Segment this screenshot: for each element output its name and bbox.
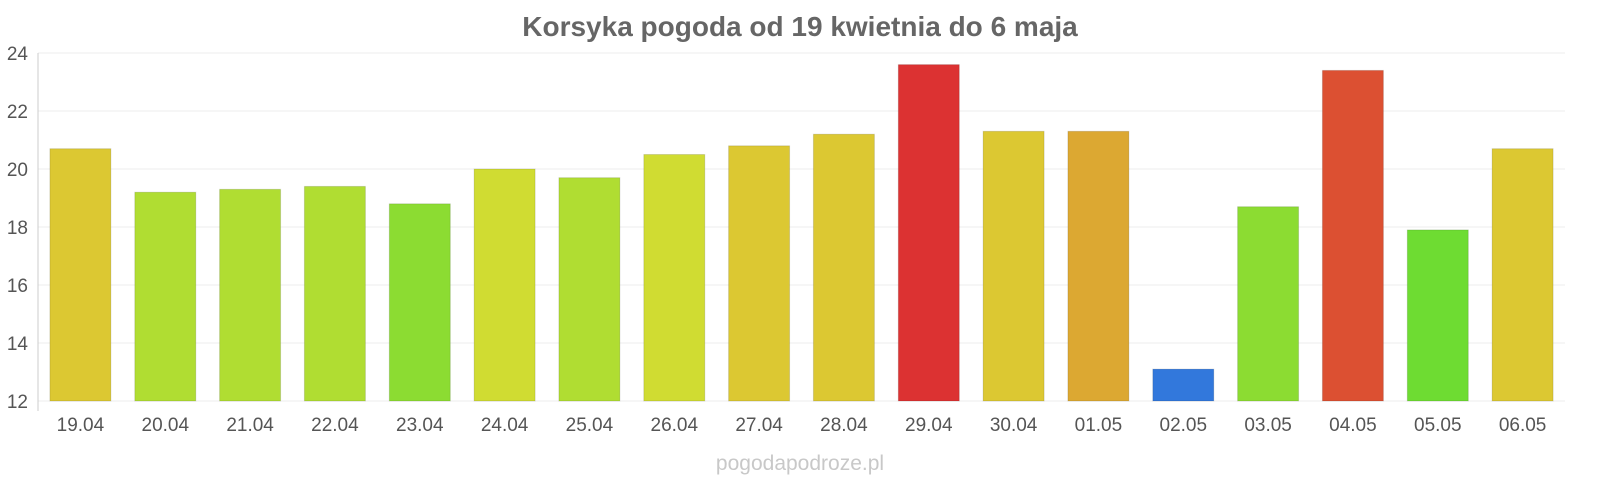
bars <box>49 64 1554 402</box>
bar-20.04 <box>134 191 197 402</box>
chart-title: Korsyka pogoda od 19 kwietnia do 6 maja <box>522 11 1078 42</box>
x-tick-label: 29.04 <box>905 415 953 436</box>
bar-05.05 <box>1406 229 1469 402</box>
bar-23.04 <box>388 203 451 402</box>
y-tick-label: 22 <box>7 102 28 123</box>
bar-19.04 <box>49 148 112 402</box>
y-axis-ticks: 12 14 16 18 20 22 24 <box>7 44 29 413</box>
bar-26.04 <box>643 154 706 402</box>
x-tick-label: 01.05 <box>1075 415 1123 436</box>
x-tick-label: 26.04 <box>651 415 699 436</box>
x-tick-label: 23.04 <box>396 415 444 436</box>
bar-28.04 <box>812 133 875 402</box>
x-tick-label: 05.05 <box>1414 415 1462 436</box>
bar-30.04 <box>982 130 1045 402</box>
y-tick-label: 14 <box>7 334 29 355</box>
x-tick-label: 06.05 <box>1499 415 1547 436</box>
bar-03.05 <box>1237 206 1300 402</box>
bar-01.05 <box>1067 130 1130 402</box>
x-tick-label: 28.04 <box>820 415 868 436</box>
y-tick-label: 24 <box>7 44 29 65</box>
bar-25.04 <box>558 177 621 402</box>
x-tick-label: 20.04 <box>142 415 190 436</box>
x-tick-label: 19.04 <box>57 415 105 436</box>
y-tick-label: 16 <box>7 276 28 297</box>
x-tick-label: 03.05 <box>1244 415 1292 436</box>
watermark: pogodapodroze.pl <box>716 452 884 475</box>
bar-21.04 <box>219 188 282 402</box>
x-tick-label: 02.05 <box>1160 415 1208 436</box>
x-tick-label: 21.04 <box>226 415 274 436</box>
bar-06.05 <box>1491 148 1554 402</box>
y-tick-label: 20 <box>7 160 28 181</box>
bar-02.05 <box>1152 368 1215 402</box>
x-tick-label: 22.04 <box>311 415 359 436</box>
y-tick-label: 18 <box>7 218 28 239</box>
x-tick-label: 25.04 <box>566 415 614 436</box>
bar-29.04 <box>897 64 960 402</box>
x-axis-ticks: 19.04 20.04 21.04 22.04 23.04 24.04 25.04 26.04… <box>57 415 1547 436</box>
bar-04.05 <box>1321 69 1384 402</box>
x-tick-label: 24.04 <box>481 415 529 436</box>
x-tick-label: 27.04 <box>735 415 783 436</box>
x-tick-label: 04.05 <box>1329 415 1377 436</box>
bar-27.04 <box>728 145 791 402</box>
bar-24.04 <box>473 168 536 402</box>
y-tick-label: 12 <box>7 392 28 413</box>
bar-22.04 <box>303 185 366 402</box>
grid-lines <box>38 52 1565 402</box>
x-tick-label: 30.04 <box>990 415 1038 436</box>
